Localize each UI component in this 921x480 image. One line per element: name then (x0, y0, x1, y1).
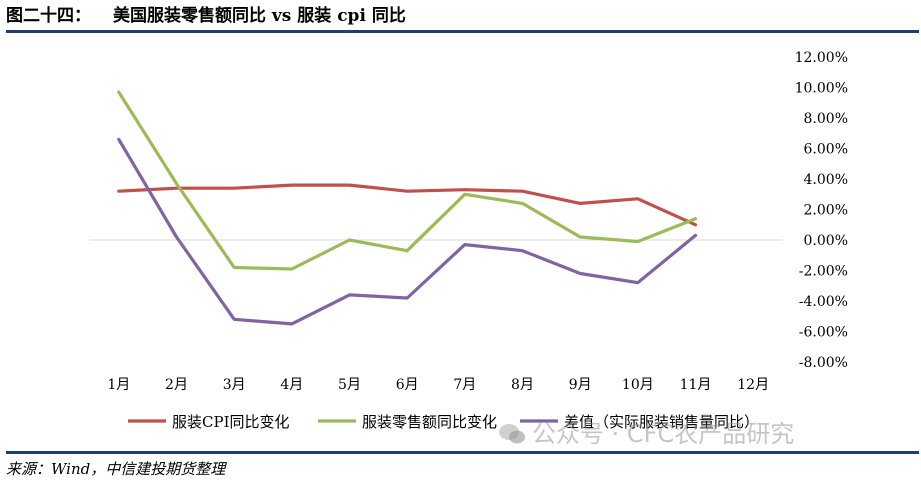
bottom-rule (6, 451, 919, 454)
x-tick-label: 5月 (338, 377, 361, 393)
legend-label-1: 服装CPI同比变化 (172, 413, 290, 431)
x-tick-label: 3月 (223, 377, 246, 393)
chart-title: 美国服装零售额同比 vs 服装 cpi 同比 (113, 6, 406, 26)
y-tick-label: 0.00% (804, 233, 848, 249)
y-axis-tick-labels: 12.00% 10.00% 8.00% 6.00% 4.00% 2.00% 0.00% -2.… (795, 50, 848, 371)
x-tick-label: 10月 (622, 377, 654, 393)
wechat-icon (499, 424, 525, 444)
y-tick-label: -8.00% (799, 355, 848, 371)
x-tick-label: 6月 (396, 377, 419, 393)
x-axis-tick-labels: 1月 2月 3月 4月 5月 6月 7月 8月 9月 10月 11月 12月 (107, 377, 769, 393)
y-tick-label: 8.00% (804, 111, 848, 127)
y-tick-label: 4.00% (804, 172, 848, 188)
legend-label-2: 服装零售额同比变化 (362, 413, 497, 431)
source-note: 来源：Wind，中信建投期货整理 (6, 460, 226, 478)
y-tick-label: -6.00% (799, 325, 848, 341)
y-tick-label: -4.00% (799, 294, 848, 310)
series-line-1 (117, 183, 698, 227)
y-tick-label: -2.00% (799, 264, 848, 280)
x-tick-label: 11月 (680, 377, 712, 393)
figure-number: 图二十四： (6, 6, 91, 26)
y-tick-label: 10.00% (795, 81, 848, 97)
x-tick-label: 2月 (165, 377, 188, 393)
series-lines (117, 90, 698, 326)
x-tick-label: 9月 (569, 377, 592, 393)
watermark: 公众号 · CFC农产品研究 (498, 416, 794, 452)
x-tick-label: 4月 (280, 377, 303, 393)
x-tick-label: 12月 (737, 377, 769, 393)
x-tick-label: 1月 (107, 377, 130, 393)
x-tick-label: 7月 (453, 377, 476, 393)
top-rule (6, 30, 919, 33)
legend: 服装CPI同比变化 服装零售额同比变化 差值（实际服装销售量同比） (128, 413, 759, 431)
y-tick-label: 6.00% (804, 142, 848, 158)
y-tick-label: 12.00% (795, 50, 848, 66)
series-line-3 (117, 137, 698, 326)
x-tick-label: 8月 (511, 377, 534, 393)
line-chart: 12.00% 10.00% 8.00% 6.00% 4.00% 2.00% 0.00% -2.… (90, 50, 848, 431)
figure-title: 图二十四： 美国服装零售额同比 vs 服装 cpi 同比 (6, 4, 406, 28)
series-line-2 (117, 90, 698, 271)
y-tick-label: 2.00% (804, 203, 848, 219)
watermark-text: 公众号 · CFC农产品研究 (532, 420, 795, 448)
legend-label-3: 差值（实际服装销售量同比） (564, 413, 759, 431)
